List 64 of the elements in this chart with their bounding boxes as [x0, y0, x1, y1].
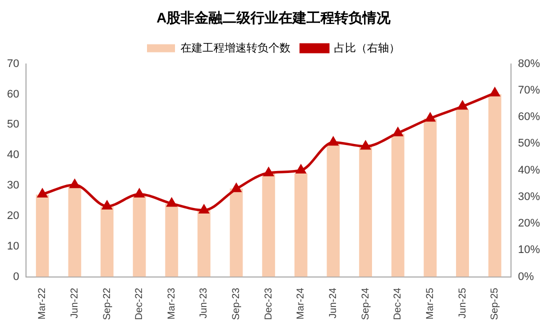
x-tick-label: Sep-24	[360, 287, 372, 320]
bar	[132, 194, 146, 277]
x-tick-label: Mar-25	[424, 287, 436, 320]
bar	[391, 134, 404, 277]
point	[232, 184, 242, 192]
y2-tick-label: 20%	[518, 218, 540, 230]
point	[490, 88, 500, 96]
x-tick-label: Mar-22	[37, 287, 48, 320]
x-tick-label: Dec-22	[134, 287, 146, 320]
point	[458, 101, 468, 110]
y2-tick-label: 0%	[518, 270, 534, 283]
bar	[359, 146, 372, 277]
x-tick-label: Sep-22	[102, 287, 113, 320]
bar	[100, 206, 114, 277]
y-tick-label: 60	[6, 88, 20, 100]
y2-tick-label: 10%	[518, 244, 540, 256]
bar	[488, 94, 502, 277]
y2-tick-label: 60%	[518, 111, 540, 124]
y-tick-label: 10	[6, 240, 20, 252]
bar	[198, 210, 210, 277]
x-tick-label: Jun-22	[69, 287, 80, 318]
bar	[294, 173, 308, 277]
y2-tick-label: 40%	[518, 164, 540, 176]
x-tick-label: Jun-25	[457, 287, 468, 318]
point	[102, 200, 112, 210]
bar	[424, 118, 437, 277]
point	[38, 188, 48, 198]
x-tick-label: Jun-24	[328, 287, 339, 318]
point	[393, 128, 403, 136]
legend-label: 在建工程增速转负个数	[180, 41, 290, 54]
bar	[68, 185, 82, 277]
x-tick-label: Sep-23	[231, 287, 242, 320]
bar	[262, 173, 276, 277]
bar	[36, 194, 49, 277]
y2-tick-label: 30%	[518, 190, 540, 203]
chart-title: A股非金融二级行业在建工程转负情况	[156, 9, 392, 26]
bar	[326, 142, 340, 277]
y-tick-label: 20	[6, 210, 20, 222]
y-tick-label: 70	[6, 58, 20, 70]
x-tick-label: Mar-24	[296, 287, 307, 320]
point	[199, 204, 209, 214]
point	[296, 165, 306, 174]
y-tick-label: 0	[13, 270, 20, 283]
y2-tick-label: 80%	[518, 58, 540, 70]
y-tick-label: 50	[6, 118, 20, 131]
x-tick-label: Sep-25	[490, 287, 501, 320]
point	[134, 188, 144, 198]
y-tick-label: 40	[6, 149, 20, 162]
point	[70, 180, 80, 188]
x-tick-label: Mar-23	[166, 287, 178, 320]
x-tick-label: Dec-24	[392, 287, 404, 320]
x-tick-label: Dec-23	[263, 287, 274, 320]
bar	[456, 109, 469, 277]
y2-tick-label: 50%	[518, 138, 540, 150]
legend-label: 占比（右轴）	[334, 41, 400, 54]
point	[360, 141, 370, 150]
y-tick-label: 30	[6, 180, 20, 192]
point	[264, 168, 274, 176]
x-tick-label: Jun-23	[198, 287, 210, 318]
point	[425, 113, 435, 122]
bar	[230, 188, 243, 277]
bar	[165, 204, 178, 277]
y2-tick-label: 70%	[518, 84, 540, 96]
point	[166, 198, 176, 207]
